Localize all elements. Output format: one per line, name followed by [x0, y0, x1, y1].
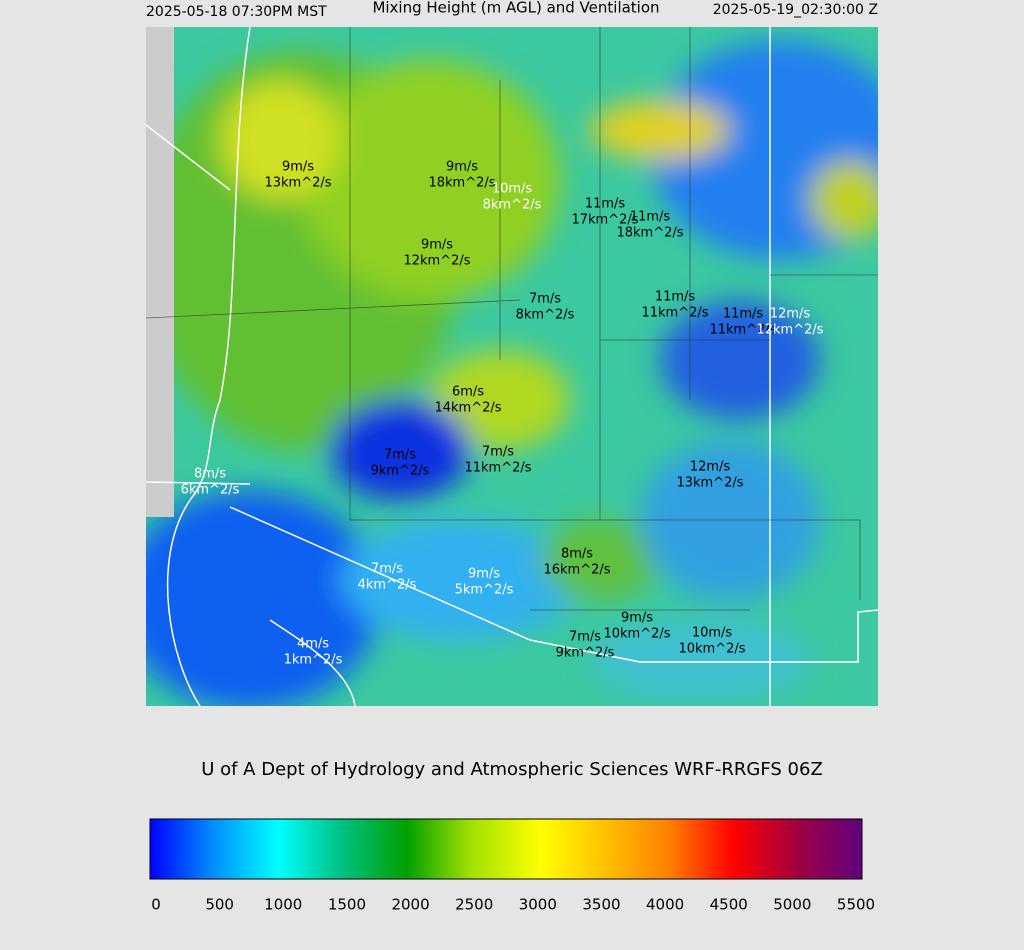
colorbar-ticks: 0 500 1000 1500 2000 2500 3000 3500 4000 4500 5000… [151, 896, 875, 914]
wind-label: 7m/s [482, 445, 514, 460]
wind-label: 10m/s [492, 182, 533, 197]
wind-label: 8m/s [561, 547, 593, 562]
ventilation-label: 5km^2/s [455, 583, 514, 598]
map-title: Mixing Height (m AGL) and Ventilation [372, 0, 659, 17]
wind-label: 9m/s [421, 238, 453, 253]
ventilation-label: 6km^2/s [181, 483, 240, 498]
colorbar-tick-label: 3000 [519, 896, 557, 914]
ventilation-label: 1km^2/s [284, 653, 343, 668]
colorbar-tick-label: 2000 [391, 896, 429, 914]
colorbar [149, 818, 863, 880]
colorbar-tick-label: 2500 [455, 896, 493, 914]
wind-label: 12m/s [770, 307, 811, 322]
valid-time-utc: 2025-05-19_02:30:00 Z [713, 2, 878, 18]
ventilation-label: 12km^2/s [403, 254, 470, 269]
ventilation-label: 11km^2/s [641, 306, 708, 321]
wind-label: 10m/s [692, 626, 733, 641]
ventilation-label: 9km^2/s [371, 464, 430, 479]
ventilation-label: 12km^2/s [756, 323, 823, 338]
ventilation-label: 10km^2/s [603, 627, 670, 642]
colorbar-tick-label: 5500 [837, 896, 875, 914]
wind-label: 4m/s [297, 637, 329, 652]
ventilation-label: 17km^2/s [571, 213, 638, 228]
wind-label: 11m/s [585, 197, 626, 212]
ventilation-label: 18km^2/s [428, 176, 495, 191]
colorbar-tick-label: 500 [205, 896, 234, 914]
colorbar-tick-label: 4000 [646, 896, 684, 914]
ventilation-label: 16km^2/s [543, 563, 610, 578]
wind-label: 8m/s [194, 467, 226, 482]
ventilation-label: 10km^2/s [678, 642, 745, 657]
ventilation-label: 9km^2/s [556, 646, 615, 661]
ventilation-label: 14km^2/s [434, 401, 501, 416]
ventilation-label: 8km^2/s [516, 308, 575, 323]
colorbar-tick-label: 0 [151, 896, 161, 914]
colorbar-tick-label: 4500 [710, 896, 748, 914]
wind-label: 7m/s [371, 562, 403, 577]
wind-label: 9m/s [446, 160, 478, 175]
colorbar-tick-label: 1000 [264, 896, 302, 914]
ventilation-label: 8km^2/s [483, 198, 542, 213]
wind-label: 12m/s [690, 460, 731, 475]
ventilation-label: 4km^2/s [358, 578, 417, 593]
credit: U of A Dept of Hydrology and Atmospheric… [201, 759, 823, 780]
ventilation-label: 13km^2/s [676, 476, 743, 491]
ventilation-label: 11km^2/s [709, 323, 776, 338]
colorbar-tick-label: 5000 [773, 896, 811, 914]
wind-label: 7m/s [529, 292, 561, 307]
colorbar-tick-label: 1500 [328, 896, 366, 914]
ventilation-label: 13km^2/s [264, 176, 331, 191]
wind-label: 11m/s [655, 290, 696, 305]
wind-label: 11m/s [723, 307, 764, 322]
ventilation-label: 18km^2/s [616, 226, 683, 241]
wind-label: 9m/s [282, 160, 314, 175]
wind-label: 9m/s [468, 567, 500, 582]
wind-label: 7m/s [569, 630, 601, 645]
wind-label: 6m/s [452, 385, 484, 400]
colorbar-tick-label: 3500 [582, 896, 620, 914]
wind-label: 7m/s [384, 448, 416, 463]
wind-label: 9m/s [621, 611, 653, 626]
valid-time-local: 2025-05-18 07:30PM MST [146, 4, 327, 20]
ventilation-label: 11km^2/s [464, 461, 531, 476]
wind-label: 11m/s [630, 210, 671, 225]
